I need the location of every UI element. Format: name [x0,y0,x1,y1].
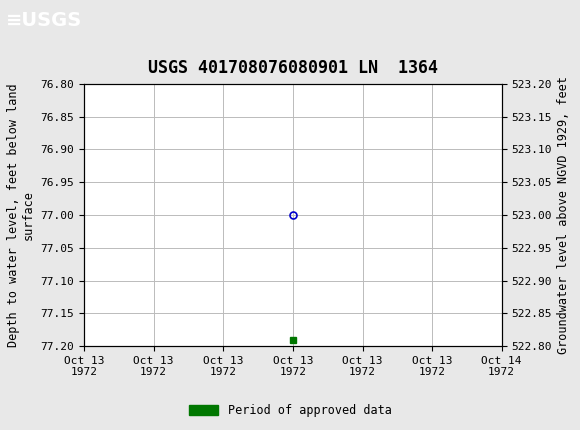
Text: ≡USGS: ≡USGS [6,11,82,30]
Y-axis label: Depth to water level, feet below land
surface: Depth to water level, feet below land su… [7,83,35,347]
Legend: Period of approved data: Period of approved data [184,399,396,422]
Y-axis label: Groundwater level above NGVD 1929, feet: Groundwater level above NGVD 1929, feet [557,76,571,354]
Title: USGS 401708076080901 LN  1364: USGS 401708076080901 LN 1364 [148,59,438,77]
